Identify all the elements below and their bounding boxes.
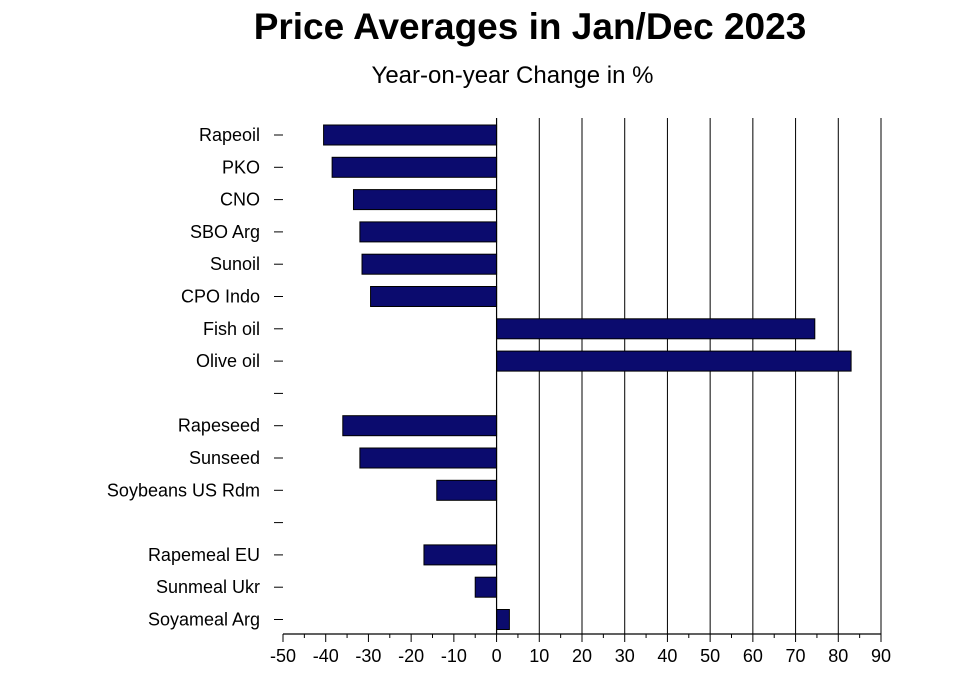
bar [361,253,498,275]
gridlines [538,118,882,634]
category-label: Olive oil [196,351,260,371]
x-tick-label: 10 [529,646,549,666]
category-label: Fish oil [203,319,260,339]
x-tick-label: -20 [398,646,424,666]
chart-title: Price Averages in Jan/Dec 2023 [253,6,807,47]
x-tick-label: -50 [270,646,296,666]
x-tick-label: 70 [786,646,806,666]
x-tick-label: 90 [871,646,891,666]
bar [423,544,498,566]
category-label: Rapemeal EU [148,545,260,565]
category-label: Rapeseed [178,416,260,436]
bar [331,156,498,178]
category-label: Rapeoil [199,125,260,145]
category-label: Soybeans US Rdm [107,480,260,500]
x-tick-label: -10 [441,646,467,666]
labels: -50 -40 -30 -20 -10 0 10 20 30 40 50 60 70 80 90 Rapeoi… [107,125,891,666]
bar [436,479,498,501]
x-tick-label: 30 [615,646,635,666]
bar [496,350,852,372]
x-tick-label: 40 [657,646,677,666]
bar [370,286,498,307]
category-label: Sunseed [189,448,260,468]
category-label: SBO Arg [190,222,260,242]
category-label: Sunoil [210,254,260,274]
x-tick-label: 20 [572,646,592,666]
category-label: CPO Indo [181,287,260,307]
x-tick-label: 80 [828,646,848,666]
category-label: CNO [220,190,260,210]
axes [274,118,882,642]
x-tick-label: -40 [313,646,339,666]
bar [352,189,498,211]
bar [474,576,498,598]
category-label: PKO [222,157,260,177]
chart-subtitle: Year-on-year Change in % [371,62,654,89]
bar [323,124,498,146]
bars [323,124,852,630]
bar [359,447,498,469]
bar [496,318,816,340]
category-label: Soyameal Arg [148,610,260,630]
x-tick-label: 0 [492,646,502,666]
category-label: Sunmeal Ukr [156,577,260,597]
bar [496,609,510,630]
x-tick-label: 60 [743,646,763,666]
bar [342,415,498,437]
bar [359,221,498,243]
x-tick-label: 50 [700,646,720,666]
x-tick-label: -30 [355,646,381,666]
